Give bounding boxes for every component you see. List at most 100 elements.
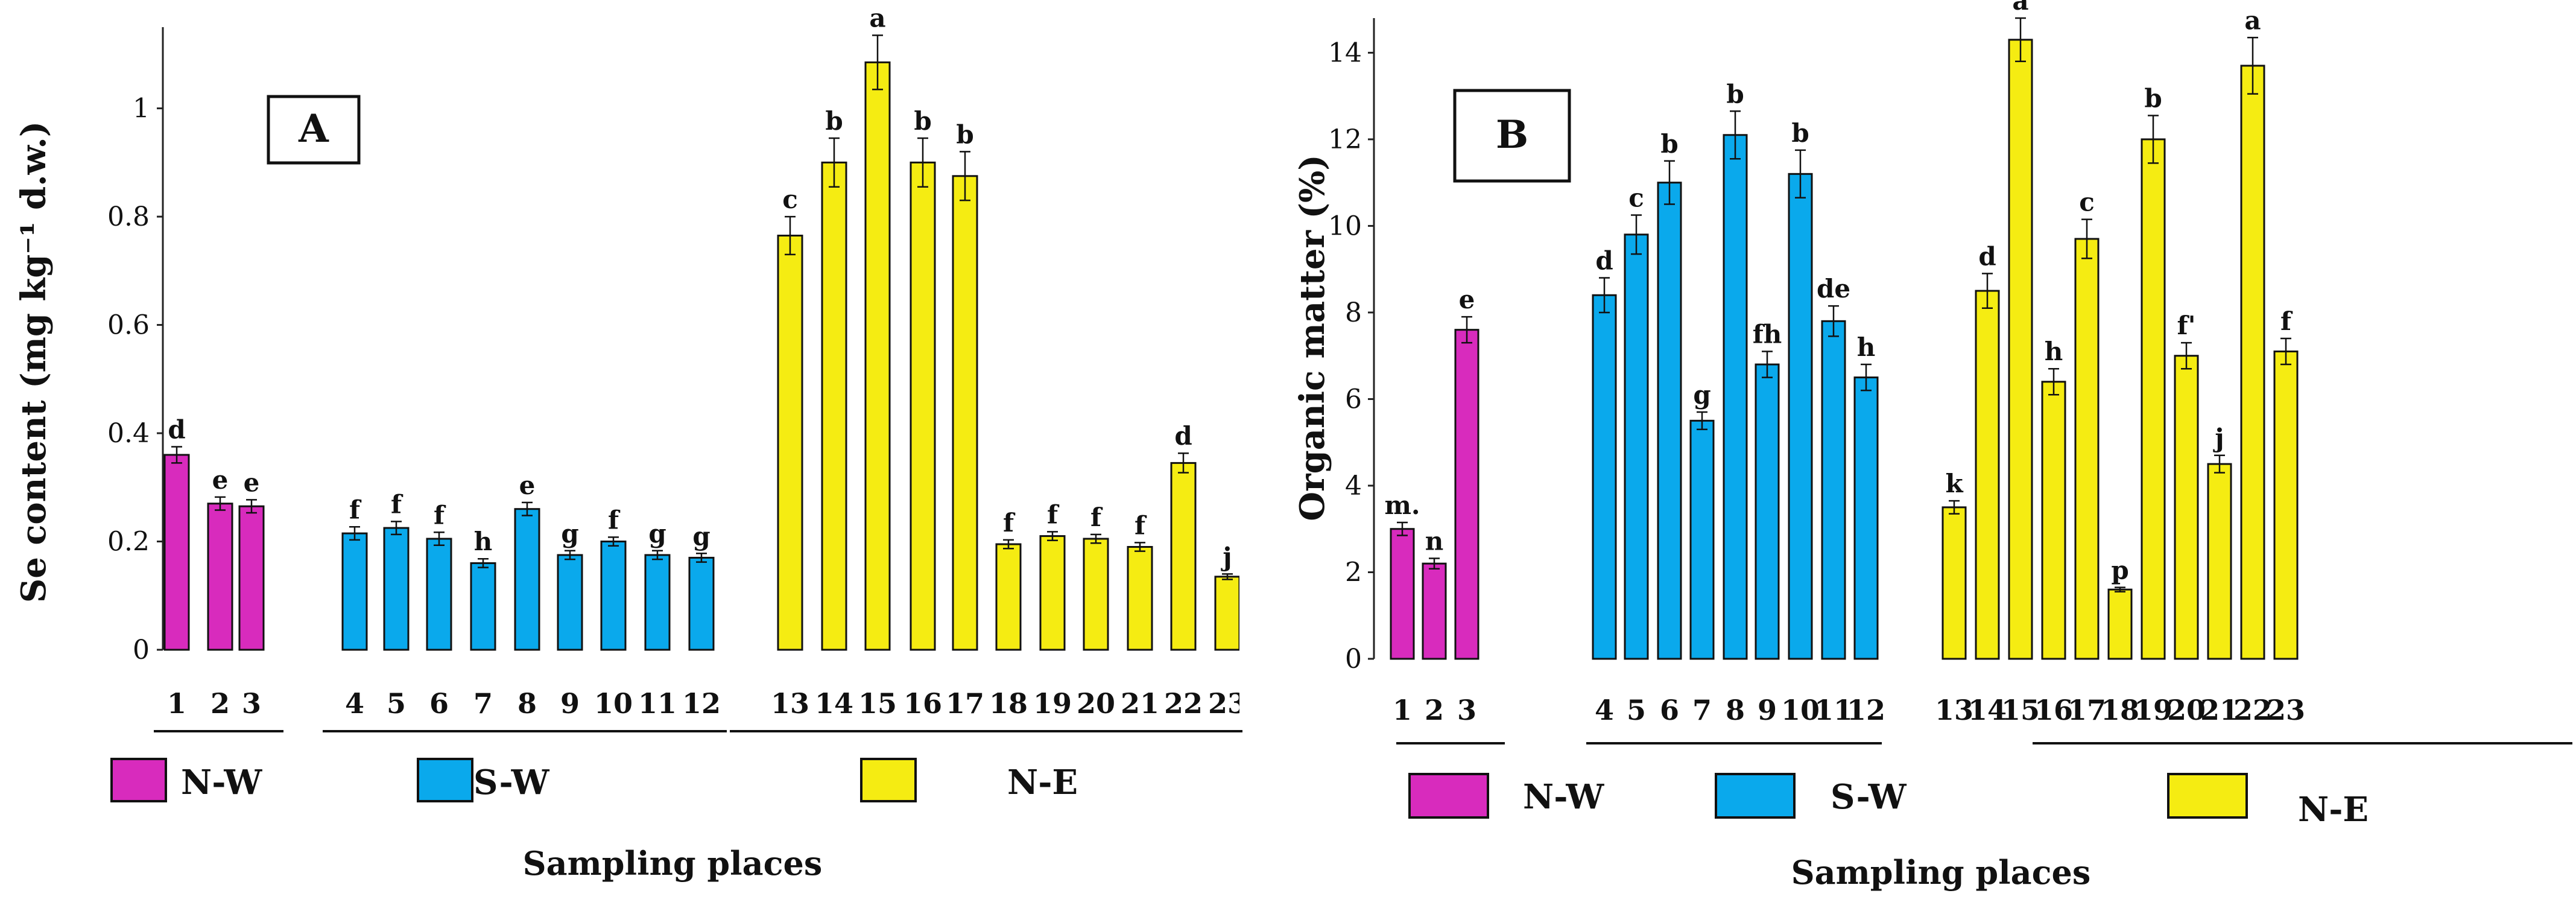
x-tick-label: 23 — [1208, 687, 1247, 720]
x-tick-label: 3 — [242, 687, 261, 720]
significance-label: k — [1945, 469, 1963, 498]
significance-label: c — [1628, 183, 1644, 212]
x-tick-label: 7 — [1692, 694, 1712, 726]
y-tick-label: 0.2 — [107, 527, 150, 557]
x-tick-label: 4 — [1595, 694, 1614, 726]
x-tick-label: 8 — [517, 687, 537, 720]
significance-label: d — [1595, 246, 1613, 276]
x-tick-label: 15 — [2001, 694, 2040, 726]
bar — [2174, 355, 2199, 660]
bar — [1975, 290, 2000, 660]
bar — [600, 541, 627, 651]
significance-label: de — [1817, 274, 1850, 303]
x-tick-label: 1 — [167, 687, 186, 720]
significance-label: g — [1693, 380, 1710, 410]
bar — [2207, 463, 2232, 660]
bar — [163, 454, 190, 651]
significance-label: b — [1660, 129, 1678, 159]
panel-label-box — [267, 95, 361, 165]
x-tick-label: 20 — [2167, 694, 2206, 726]
bar — [1422, 562, 1447, 660]
significance-label: b — [956, 119, 973, 149]
bar — [1083, 538, 1109, 651]
significance-label: g — [692, 521, 710, 551]
significance-label: j — [2212, 424, 2224, 453]
significance-label: j — [1220, 542, 1232, 571]
bar — [2273, 351, 2299, 660]
bar — [910, 161, 936, 651]
bar — [238, 505, 265, 651]
significance-label: e — [1459, 285, 1475, 314]
bar — [777, 234, 803, 651]
legend-label: N-E — [2298, 790, 2369, 830]
x-tick-label: 2 — [1425, 694, 1444, 726]
bar — [1657, 182, 1682, 660]
significance-label: a — [869, 3, 885, 33]
bar — [1689, 419, 1715, 660]
x-tick-label: 5 — [387, 687, 406, 720]
y-tick-label: 0.8 — [107, 202, 150, 232]
bar — [426, 538, 452, 651]
significance-label: c — [782, 185, 798, 214]
x-tick-label: 21 — [2200, 694, 2239, 726]
y-tick-label: 6 — [1345, 384, 1362, 414]
significance-label: d — [168, 414, 185, 444]
bar — [341, 532, 368, 651]
bar — [207, 503, 233, 651]
bar — [688, 556, 715, 651]
bar — [2074, 238, 2100, 660]
y-tick-label: 0 — [133, 635, 150, 665]
significance-label: e — [212, 465, 229, 495]
x-tick-label: 18 — [2101, 694, 2139, 726]
panel-label-box — [1453, 89, 1571, 183]
significance-label: a — [2244, 5, 2261, 35]
legend-swatch — [2167, 773, 2248, 819]
x-tick-label: 7 — [473, 687, 493, 720]
x-tick-label: 17 — [946, 687, 984, 720]
significance-label: b — [1726, 79, 1744, 109]
significance-label: e — [519, 471, 536, 500]
significance-label: f — [608, 505, 621, 535]
x-tick-label: 17 — [2068, 694, 2106, 726]
bar — [2008, 39, 2033, 660]
y-tick-label: 2 — [1345, 557, 1362, 588]
panel-label: A — [298, 106, 329, 151]
bar — [952, 175, 978, 651]
x-tick-label: 9 — [560, 687, 580, 720]
x-tick-label: 13 — [1935, 694, 1973, 726]
legend-label: N-W — [1523, 777, 1604, 817]
bar — [1454, 329, 1479, 660]
significance-label: n — [1425, 527, 1444, 556]
x-tick-label: 19 — [2134, 694, 2173, 726]
x-tick-label: 3 — [1457, 694, 1476, 726]
bar — [1592, 294, 1617, 660]
legend-label: N-W — [181, 763, 262, 802]
bar — [1214, 576, 1239, 651]
x-tick-label: 10 — [594, 687, 633, 720]
bar — [2107, 588, 2133, 660]
x-tick-label: 15 — [858, 687, 897, 720]
bar — [514, 508, 540, 651]
y-tick-label: 12 — [1328, 124, 1362, 155]
y-tick-label: 0.6 — [107, 310, 150, 341]
x-tick-label: 12 — [682, 687, 721, 720]
x-tick-label: 14 — [815, 687, 853, 720]
bar — [1170, 462, 1197, 651]
x-tick-label: 5 — [1627, 694, 1646, 726]
bar — [1723, 134, 1748, 660]
significance-label: d — [1174, 421, 1192, 451]
significance-label: b — [825, 106, 843, 136]
legend-swatch — [110, 758, 167, 802]
y-axis-title: Se content (mg kg⁻¹ d.w.) — [14, 121, 54, 603]
significance-label: m. — [1384, 490, 1420, 520]
bar — [644, 554, 671, 651]
bar — [995, 543, 1022, 651]
bar — [1853, 376, 1879, 660]
bar — [1039, 535, 1066, 651]
x-axis-title: Sampling places — [523, 844, 823, 883]
significance-label: f — [1047, 500, 1060, 529]
significance-label: f — [434, 500, 446, 530]
legend-swatch — [417, 758, 473, 802]
bar — [1755, 363, 1780, 660]
x-tick-label: 12 — [1847, 694, 1885, 726]
